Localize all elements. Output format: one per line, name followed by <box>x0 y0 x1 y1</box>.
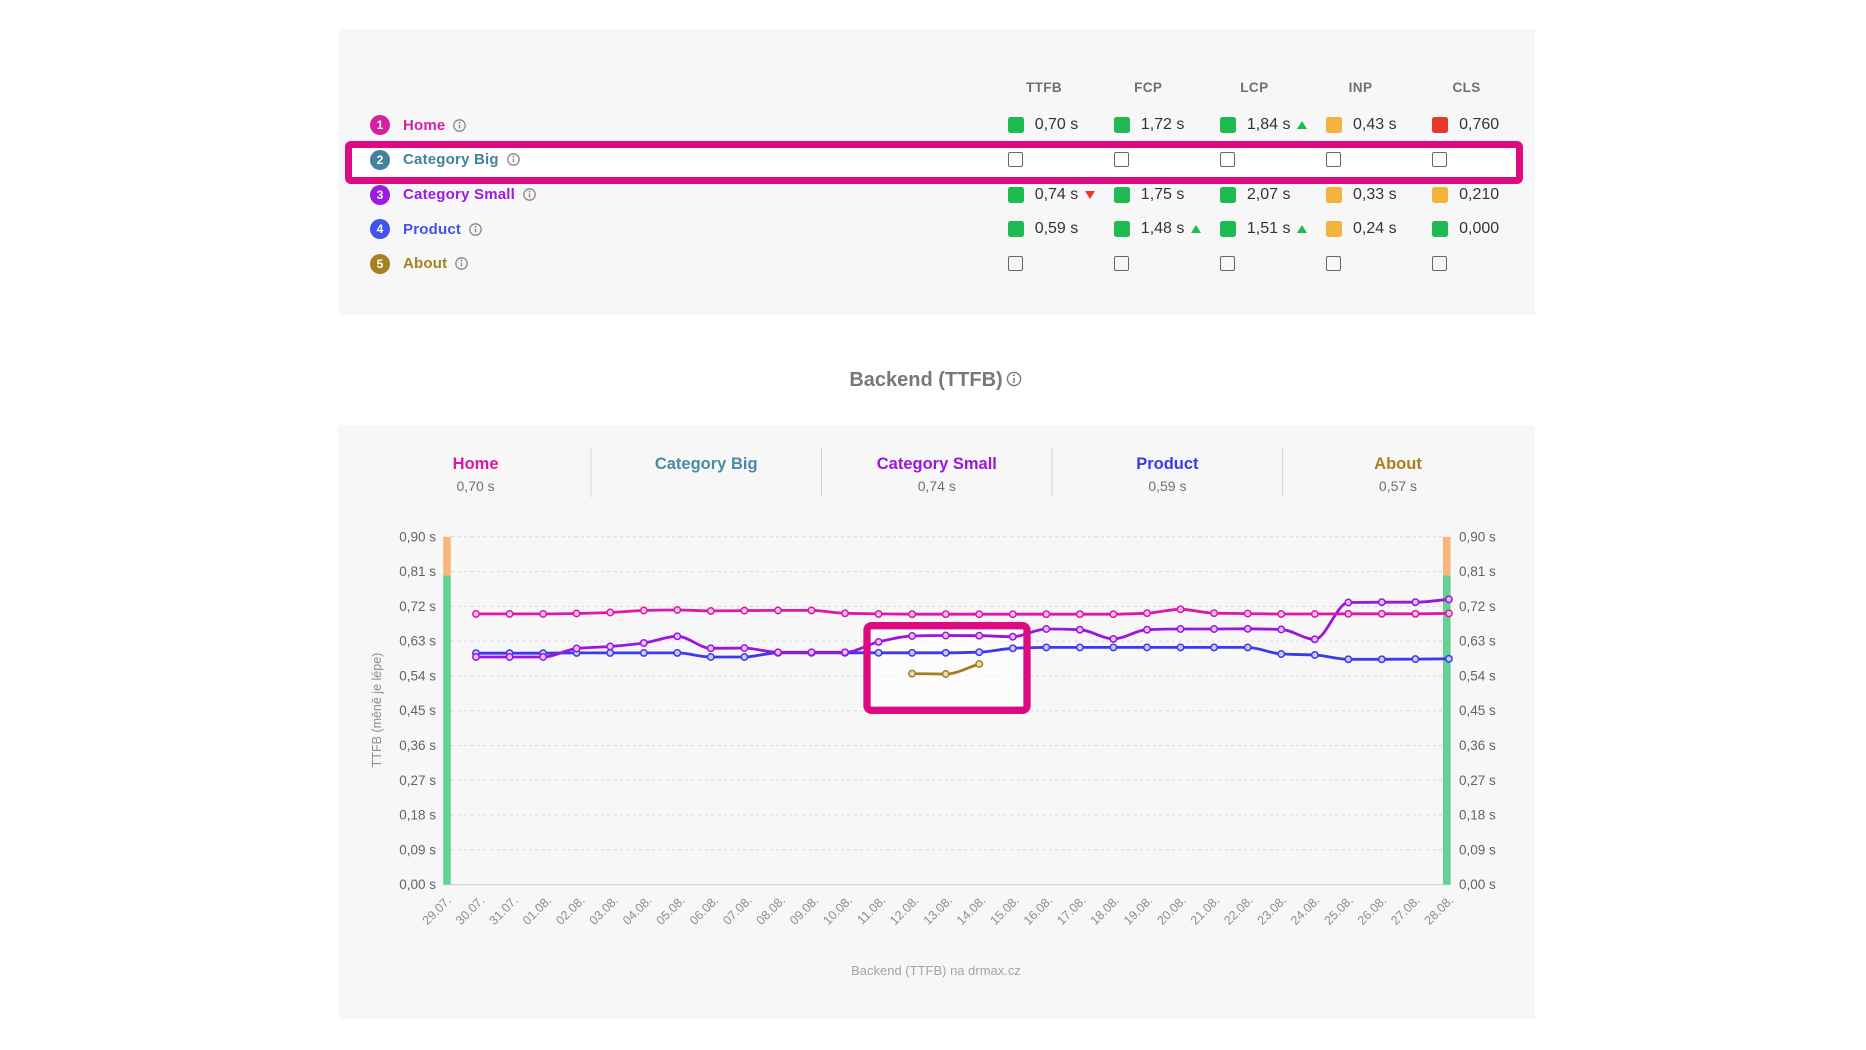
svg-text:19.08.: 19.08. <box>1121 893 1155 927</box>
svg-text:Home: Home <box>453 455 499 473</box>
svg-text:0,63 s: 0,63 s <box>399 634 436 649</box>
svg-text:0,81 s: 0,81 s <box>1459 564 1496 579</box>
svg-text:0,36 s: 0,36 s <box>1459 738 1496 753</box>
svg-text:0,63 s: 0,63 s <box>1459 634 1496 649</box>
svg-text:0,00 s: 0,00 s <box>399 877 436 892</box>
svg-text:0,09 s: 0,09 s <box>399 842 436 857</box>
svg-text:0,90 s: 0,90 s <box>1459 529 1496 544</box>
svg-text:0,27 s: 0,27 s <box>1459 773 1496 788</box>
svg-text:15.08.: 15.08. <box>987 893 1021 927</box>
svg-text:16.08.: 16.08. <box>1021 893 1055 927</box>
svg-text:01.08.: 01.08. <box>520 893 554 927</box>
svg-text:12.08.: 12.08. <box>887 893 921 927</box>
svg-text:0,45 s: 0,45 s <box>1459 703 1496 718</box>
svg-text:0,72 s: 0,72 s <box>399 599 436 614</box>
svg-text:0,00 s: 0,00 s <box>1459 877 1496 892</box>
svg-text:0,81 s: 0,81 s <box>399 564 436 579</box>
svg-text:18.08.: 18.08. <box>1088 893 1122 927</box>
svg-text:0,59 s: 0,59 s <box>1148 478 1186 494</box>
svg-text:0,54 s: 0,54 s <box>1459 668 1496 683</box>
svg-text:29.07.: 29.07. <box>420 893 454 927</box>
svg-text:0,90 s: 0,90 s <box>399 529 436 544</box>
svg-text:0,36 s: 0,36 s <box>399 738 436 753</box>
svg-text:0,70 s: 0,70 s <box>457 478 495 494</box>
svg-text:0,09 s: 0,09 s <box>1459 842 1496 857</box>
svg-text:27.08.: 27.08. <box>1388 893 1422 927</box>
svg-text:21.08.: 21.08. <box>1188 893 1222 927</box>
svg-text:11.08.: 11.08. <box>855 893 889 927</box>
svg-text:0,45 s: 0,45 s <box>399 703 436 718</box>
svg-text:0,57 s: 0,57 s <box>1379 478 1417 494</box>
svg-text:26.08.: 26.08. <box>1355 893 1389 927</box>
svg-text:0,18 s: 0,18 s <box>1459 808 1496 823</box>
svg-text:31.07.: 31.07. <box>486 893 520 927</box>
svg-text:25.08.: 25.08. <box>1321 893 1355 927</box>
svg-text:30.07.: 30.07. <box>453 893 487 927</box>
svg-text:Backend (TTFB): Backend (TTFB) <box>849 369 1002 391</box>
svg-text:24.08.: 24.08. <box>1288 893 1322 927</box>
svg-text:0,18 s: 0,18 s <box>399 808 436 823</box>
svg-text:17.08.: 17.08. <box>1054 893 1088 927</box>
svg-text:03.08.: 03.08. <box>587 893 621 927</box>
svg-text:22.08.: 22.08. <box>1221 893 1255 927</box>
svg-text:09.08.: 09.08. <box>787 893 821 927</box>
svg-text:28.08.: 28.08. <box>1422 893 1456 927</box>
svg-text:About: About <box>1374 455 1422 473</box>
svg-text:04.08.: 04.08. <box>620 893 654 927</box>
svg-text:10.08.: 10.08. <box>820 893 854 927</box>
svg-text:05.08.: 05.08. <box>653 893 687 927</box>
svg-text:14.08.: 14.08. <box>954 893 988 927</box>
svg-text:TTFB (měně je lépe): TTFB (měně je lépe) <box>370 653 384 768</box>
svg-text:13.08.: 13.08. <box>921 893 955 927</box>
svg-text:0,27 s: 0,27 s <box>399 773 436 788</box>
svg-text:07.08.: 07.08. <box>720 893 754 927</box>
svg-text:Category Small: Category Small <box>877 455 997 473</box>
svg-text:08.08.: 08.08. <box>754 893 788 927</box>
svg-text:Backend (TTFB) na drmax.cz: Backend (TTFB) na drmax.cz <box>851 963 1021 978</box>
svg-text:23.08.: 23.08. <box>1255 893 1289 927</box>
svg-text:20.08.: 20.08. <box>1154 893 1188 927</box>
svg-text:06.08.: 06.08. <box>687 893 721 927</box>
svg-text:0,74 s: 0,74 s <box>918 478 956 494</box>
svg-text:0,72 s: 0,72 s <box>1459 599 1496 614</box>
svg-text:02.08.: 02.08. <box>553 893 587 927</box>
svg-text:0,54 s: 0,54 s <box>399 668 436 683</box>
svg-text:Category Big: Category Big <box>655 455 758 473</box>
svg-text:Product: Product <box>1136 455 1199 473</box>
